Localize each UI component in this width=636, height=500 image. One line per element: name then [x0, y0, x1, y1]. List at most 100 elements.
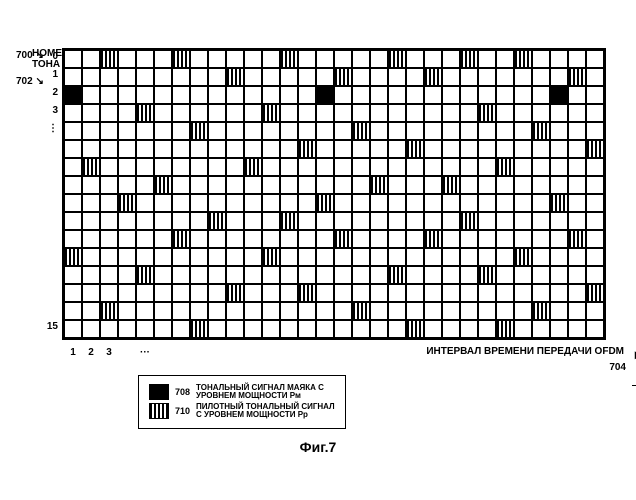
y-tick: 15	[44, 318, 58, 336]
pilot-cell	[514, 50, 532, 68]
grid-cell	[172, 140, 190, 158]
pilot-cell	[406, 320, 424, 338]
grid-cell	[262, 86, 280, 104]
grid-cell	[550, 140, 568, 158]
legend-pilot-text: ПИЛОТНЫЙ ТОНАЛЬНЫЙ СИГНАЛ С УРОВНЕМ МОЩН…	[196, 403, 335, 420]
grid-cell	[118, 284, 136, 302]
grid-cell	[154, 122, 172, 140]
grid-cell	[478, 212, 496, 230]
grid-row	[64, 230, 604, 248]
grid-cell	[298, 230, 316, 248]
grid-cell	[388, 248, 406, 266]
grid-cell	[496, 302, 514, 320]
grid-cell	[64, 104, 82, 122]
grid-cell	[118, 86, 136, 104]
grid-cell	[172, 266, 190, 284]
grid-cell	[352, 50, 370, 68]
grid-cell	[352, 320, 370, 338]
grid-cell	[496, 248, 514, 266]
grid-cell	[370, 320, 388, 338]
ref-702: 702 ↘	[16, 76, 44, 87]
grid-cell	[244, 194, 262, 212]
pilot-swatch	[149, 403, 169, 419]
grid-cell	[208, 284, 226, 302]
y-tick	[44, 156, 58, 174]
grid-cell	[460, 104, 478, 122]
grid-cell	[568, 50, 586, 68]
grid-cell	[334, 104, 352, 122]
grid-cell	[424, 86, 442, 104]
grid-cell	[226, 158, 244, 176]
grid-cell	[496, 284, 514, 302]
grid-row	[64, 194, 604, 212]
grid-cell	[532, 86, 550, 104]
grid-cell	[208, 320, 226, 338]
grid-cell	[190, 104, 208, 122]
grid-cell	[244, 302, 262, 320]
grid-cell	[514, 176, 532, 194]
y-axis-tick-labels: 0123⋮15	[44, 48, 58, 336]
grid-cell	[442, 50, 460, 68]
grid-cell	[280, 86, 298, 104]
grid-cell	[298, 194, 316, 212]
grid-cell	[64, 140, 82, 158]
grid-cell	[352, 266, 370, 284]
y-tick: 3	[44, 102, 58, 120]
grid-cell	[532, 266, 550, 284]
legend-beacon-text: ТОНАЛЬНЫЙ СИГНАЛ МАЯКА С УРОВНЕМ МОЩНОСТ…	[196, 384, 324, 401]
grid-cell	[406, 122, 424, 140]
grid-cell	[388, 302, 406, 320]
grid-cell	[388, 158, 406, 176]
grid-cell	[64, 212, 82, 230]
grid-cell	[424, 212, 442, 230]
grid-cell	[388, 68, 406, 86]
grid-cell	[460, 158, 478, 176]
grid-cell	[118, 50, 136, 68]
grid-cell	[280, 284, 298, 302]
grid-cell	[388, 230, 406, 248]
grid-cell	[460, 320, 478, 338]
grid-cell	[226, 194, 244, 212]
grid-cell	[262, 266, 280, 284]
grid-cell	[442, 212, 460, 230]
grid-cell	[514, 212, 532, 230]
grid-cell	[118, 212, 136, 230]
grid-cell	[208, 248, 226, 266]
grid-cell	[460, 284, 478, 302]
grid-cell	[226, 50, 244, 68]
grid-cell	[136, 212, 154, 230]
y-tick	[44, 138, 58, 156]
grid-cell	[298, 212, 316, 230]
grid-cell	[352, 104, 370, 122]
grid-cell	[568, 176, 586, 194]
grid-cell	[298, 158, 316, 176]
pilot-cell	[136, 104, 154, 122]
grid-cell	[280, 302, 298, 320]
grid-cell	[388, 140, 406, 158]
grid-cell	[460, 248, 478, 266]
grid-cell	[352, 176, 370, 194]
grid-cell	[100, 284, 118, 302]
grid-cell	[406, 266, 424, 284]
y-tick: 2	[44, 84, 58, 102]
grid-cell	[514, 158, 532, 176]
leader-line-706	[632, 385, 636, 386]
grid-cell	[82, 140, 100, 158]
grid-cell	[388, 320, 406, 338]
x-tick: ···	[136, 347, 154, 358]
grid-cell	[154, 230, 172, 248]
grid-cell	[550, 122, 568, 140]
beacon-cell	[316, 86, 334, 104]
grid-cell	[478, 158, 496, 176]
grid-cell	[316, 212, 334, 230]
grid-cell	[208, 140, 226, 158]
grid-cell	[550, 50, 568, 68]
grid-cell	[64, 266, 82, 284]
legend-box: 708 ТОНАЛЬНЫЙ СИГНАЛ МАЯКА С УРОВНЕМ МОЩ…	[138, 375, 346, 429]
grid-cell	[154, 68, 172, 86]
grid-cell	[190, 86, 208, 104]
grid-cell	[100, 230, 118, 248]
grid-cell	[208, 230, 226, 248]
grid-cell	[82, 104, 100, 122]
grid-cell	[244, 104, 262, 122]
